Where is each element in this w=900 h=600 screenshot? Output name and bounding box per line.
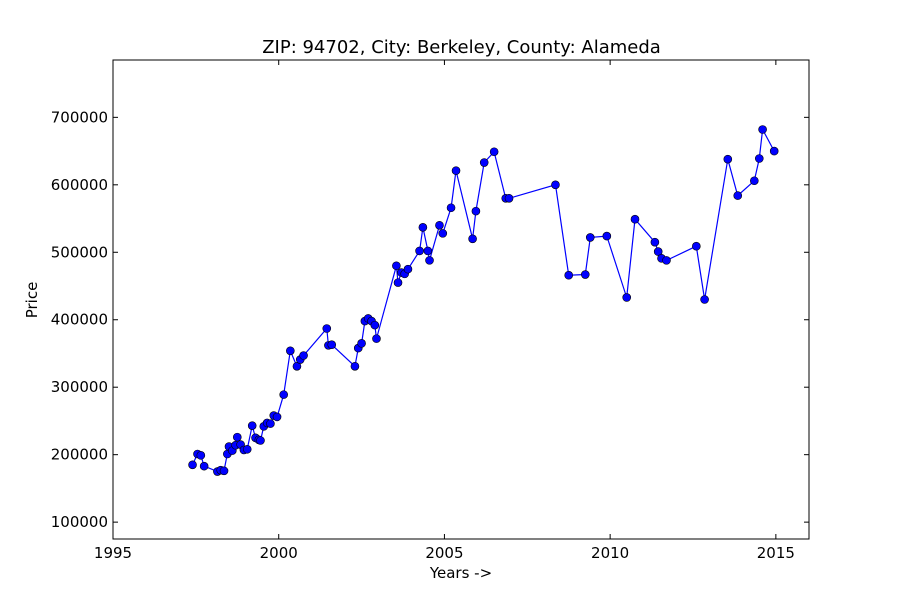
data-point <box>327 340 337 350</box>
data-point <box>750 176 759 186</box>
x-tick-label: 2010 <box>591 544 629 562</box>
data-point <box>754 154 764 163</box>
data-point <box>723 154 733 164</box>
data-point <box>479 158 489 167</box>
y-tick-label: 500000 <box>51 243 108 261</box>
y-axis-label: Price <box>23 282 41 319</box>
x-tick-label: 2000 <box>260 544 298 562</box>
data-point <box>700 295 709 304</box>
data-point <box>188 460 197 470</box>
plot-area-frame <box>112 59 810 540</box>
data-point <box>350 361 360 371</box>
data-point <box>758 125 767 134</box>
data-point <box>471 206 481 216</box>
data-point <box>418 223 428 232</box>
y-tick-label: 300000 <box>51 378 108 396</box>
data-point <box>219 466 229 476</box>
data-point <box>451 166 461 175</box>
data-point <box>446 203 456 213</box>
y-tick-label: 200000 <box>51 446 108 464</box>
data-point <box>322 324 332 333</box>
data-point <box>415 246 424 256</box>
series-price <box>188 125 779 476</box>
y-tick-label: 600000 <box>51 176 108 194</box>
data-point <box>372 334 381 343</box>
data-point <box>286 346 295 356</box>
data-point <box>580 270 590 279</box>
data-point <box>299 351 308 360</box>
data-point <box>357 339 366 348</box>
data-point <box>653 247 663 256</box>
data-point <box>403 264 413 274</box>
x-axis-label: Years -> <box>429 564 492 582</box>
data-point <box>242 444 252 454</box>
data-point <box>692 241 701 251</box>
data-point <box>393 278 403 287</box>
data-point <box>468 234 477 244</box>
y-tick-label: 100000 <box>51 513 108 531</box>
x-tick-label: 1995 <box>94 544 132 562</box>
x-tick-label: 2005 <box>425 544 463 562</box>
data-point <box>733 191 743 200</box>
data-point <box>435 220 444 230</box>
data-point <box>199 461 209 471</box>
data-point <box>272 412 282 422</box>
data-point <box>292 361 302 371</box>
data-point <box>769 146 779 156</box>
data-point <box>266 419 275 428</box>
y-tick-label: 400000 <box>51 311 108 329</box>
data-point <box>196 451 206 460</box>
data-point <box>279 390 288 399</box>
data-point <box>392 261 401 271</box>
data-point <box>662 256 671 265</box>
x-tick-label: 2015 <box>757 544 795 562</box>
data-point <box>585 233 595 242</box>
data-point <box>232 432 242 442</box>
data-point <box>247 421 257 430</box>
data-point <box>564 270 574 280</box>
data-point <box>602 231 612 241</box>
data-point <box>622 293 632 302</box>
data-point <box>370 320 380 330</box>
data-point <box>438 229 448 238</box>
data-point <box>489 147 499 157</box>
data-point <box>650 237 660 247</box>
data-point <box>630 214 640 224</box>
y-tick-label: 700000 <box>51 108 108 126</box>
data-point <box>504 194 514 203</box>
data-point <box>425 256 434 265</box>
axis-ticks: 1995 2000 2005 2010 2015 100000 200000 300000 40… <box>51 60 809 562</box>
data-point <box>256 436 265 445</box>
data-point <box>551 180 560 190</box>
chart-title: ZIP: 94702, City: Berkeley, County: Alam… <box>262 37 661 58</box>
data-point <box>423 246 433 256</box>
